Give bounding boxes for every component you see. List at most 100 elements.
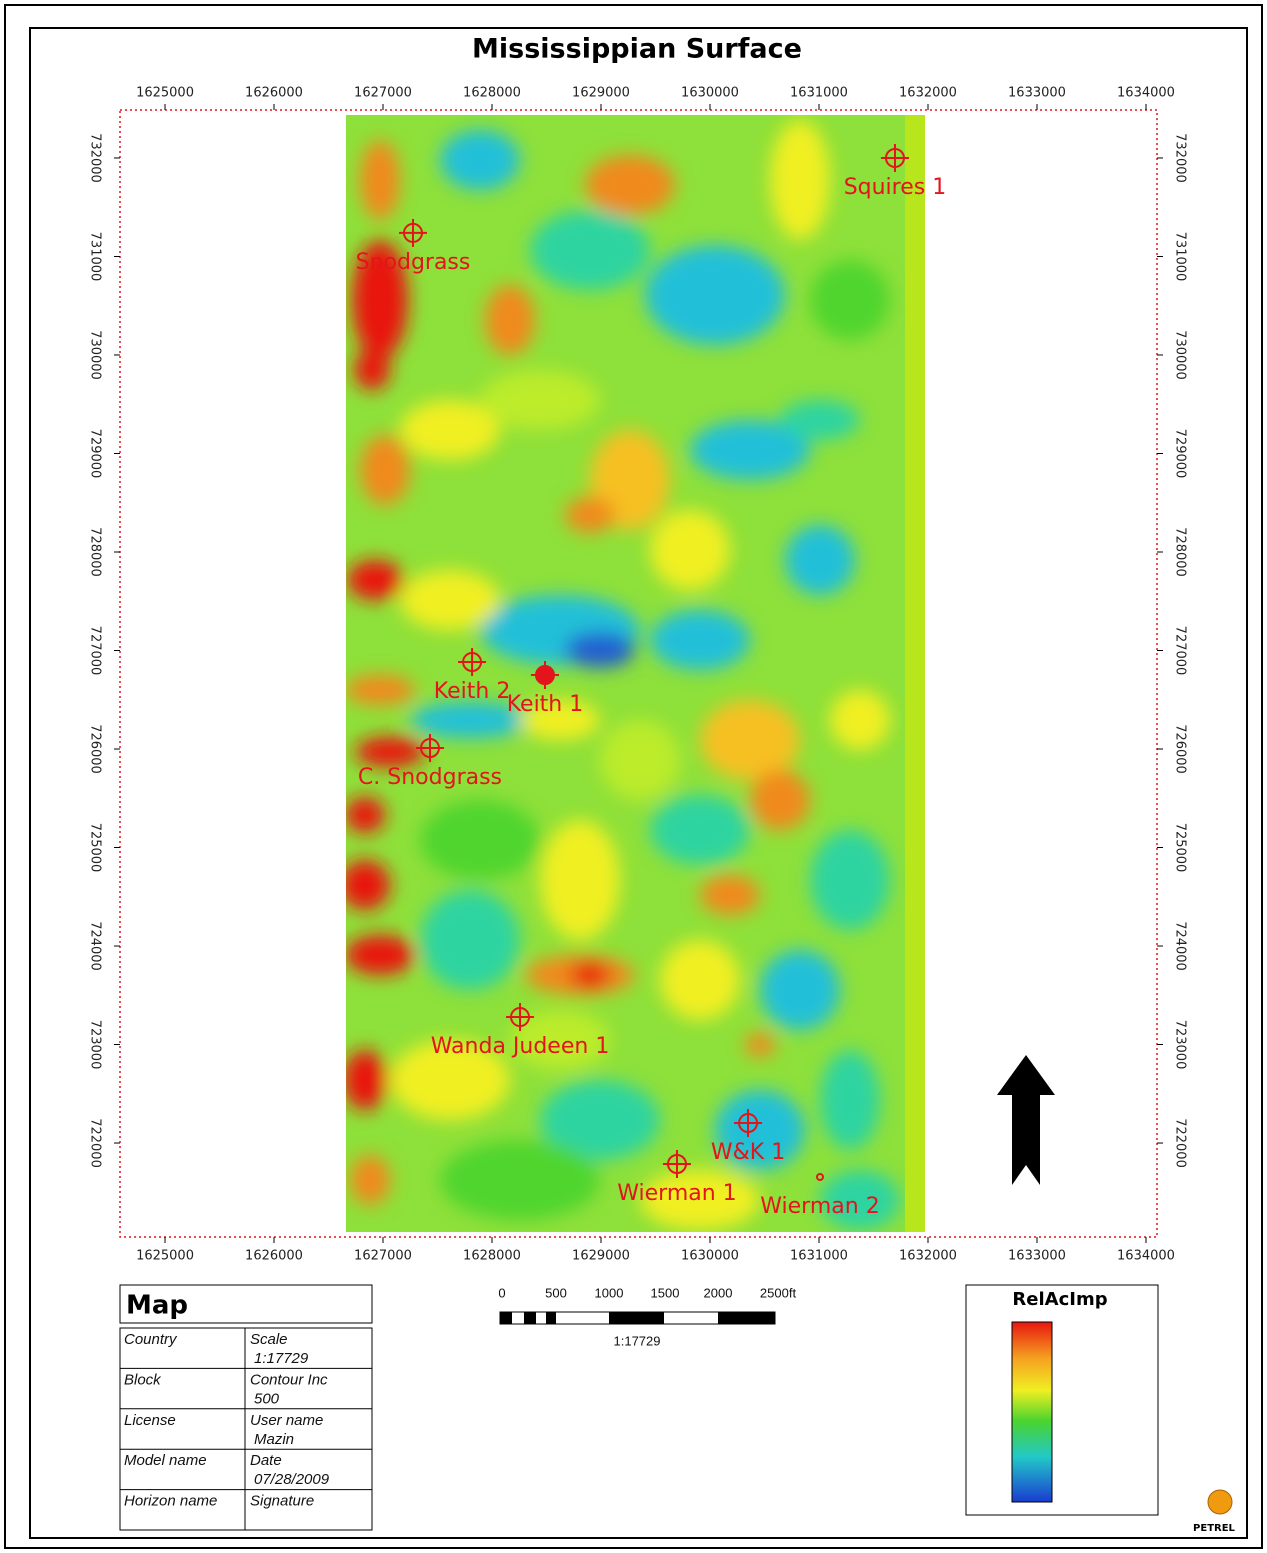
y-tick-label: 726000	[88, 724, 103, 774]
logo-icon	[1208, 1490, 1232, 1514]
x-tick-label: 1625000	[136, 1249, 194, 1264]
x-tick-label: 1631000	[790, 86, 848, 101]
y-tick-label: 727000	[88, 626, 103, 676]
map-sheet: Mississippian Surface Map RelAcImp PETRE…	[0, 0, 1267, 1553]
surface-patch	[830, 690, 890, 750]
y-tick-label: 732000	[1173, 133, 1188, 183]
scale-segment	[500, 1312, 512, 1324]
surface-patch	[480, 370, 600, 430]
surface-patch	[650, 610, 750, 670]
surface-patch	[420, 890, 520, 990]
y-tick-label: 724000	[1173, 921, 1188, 971]
surface-patch	[360, 435, 410, 505]
surface-patch	[345, 675, 415, 705]
y-tick-label: 722000	[1173, 1118, 1188, 1168]
info-value: 07/28/2009	[254, 1471, 330, 1488]
x-tick-label: 1629000	[572, 86, 630, 101]
x-tick-label: 1629000	[572, 1249, 630, 1264]
y-tick-label: 727000	[1173, 626, 1188, 676]
y-tick-label: 725000	[1173, 823, 1188, 873]
info-label: Country	[124, 1331, 178, 1348]
surface-patch	[400, 570, 500, 630]
edge-strip	[905, 115, 925, 1232]
surface-patch	[810, 830, 890, 930]
surface-patch	[340, 860, 390, 910]
title: Mississippian Surface	[472, 34, 802, 65]
surface-patch	[785, 525, 855, 595]
info-value: Mazin	[254, 1431, 294, 1448]
surface-patch	[565, 497, 615, 533]
x-tick-label: 1626000	[245, 86, 303, 101]
surface-grid	[340, 115, 925, 1232]
y-tick-label: 732000	[88, 133, 103, 183]
well-label: Keith 2	[434, 679, 511, 704]
info-value: 1:17729	[254, 1350, 309, 1367]
y-tick-label: 725000	[88, 823, 103, 873]
x-tick-label: 1628000	[463, 1249, 521, 1264]
x-tick-label: 1628000	[463, 86, 521, 101]
surface-patch	[600, 720, 680, 800]
surface-patch	[645, 245, 785, 345]
info-field: Contour Inc	[250, 1371, 328, 1388]
y-tick-label: 724000	[88, 921, 103, 971]
surface-patch	[780, 400, 860, 440]
well-label: Wanda Judeen 1	[431, 1034, 610, 1059]
scale-segment	[718, 1312, 775, 1324]
info-label: License	[124, 1412, 176, 1429]
surface-patch	[530, 210, 650, 290]
info-field: Signature	[250, 1493, 314, 1510]
surface-patch	[350, 1155, 390, 1205]
surface-patch	[745, 1033, 775, 1057]
surface-patch	[750, 770, 810, 830]
info-field: User name	[250, 1412, 323, 1429]
surface-patch	[343, 1050, 387, 1110]
info-field: Scale	[250, 1331, 288, 1348]
legend-colorbar	[1012, 1322, 1052, 1502]
well-label: C. Snodgrass	[358, 765, 502, 790]
info-label: Block	[124, 1371, 162, 1388]
surface-patch	[360, 140, 400, 220]
y-tick-label: 723000	[1173, 1020, 1188, 1070]
surface-patch	[660, 940, 740, 1020]
x-tick-label: 1631000	[790, 1249, 848, 1264]
scale-label: 2500ft	[760, 1285, 797, 1300]
scale-ratio: 1:17729	[614, 1333, 661, 1348]
info-title: Map	[126, 1291, 188, 1321]
surface-patch	[760, 950, 840, 1030]
north-arrow-shape	[997, 1055, 1055, 1185]
surface-patch	[440, 1140, 600, 1220]
surface-patch	[650, 795, 750, 865]
surface-patch	[355, 737, 425, 767]
logo-text: PETREL	[1193, 1523, 1236, 1534]
y-tick-label: 731000	[88, 232, 103, 282]
legend-title: RelAcImp	[1012, 1289, 1107, 1310]
surface-patch	[770, 120, 830, 240]
scale-label: 500	[545, 1285, 567, 1300]
y-tick-label: 728000	[1173, 527, 1188, 577]
x-tick-label: 1627000	[354, 86, 412, 101]
well-label: Keith 1	[507, 692, 584, 717]
y-tick-label: 722000	[88, 1118, 103, 1168]
surface-patch	[485, 285, 535, 355]
x-tick-label: 1627000	[354, 1249, 412, 1264]
x-tick-label: 1625000	[136, 86, 194, 101]
info-value: 500	[254, 1390, 280, 1407]
surface-patch	[585, 155, 675, 215]
surface-patch	[540, 820, 620, 940]
legend-box	[966, 1285, 1158, 1515]
y-tick-label: 730000	[88, 330, 103, 380]
scale-segment	[609, 1312, 664, 1324]
y-tick-label: 729000	[88, 429, 103, 479]
surface-patch	[420, 800, 540, 880]
x-tick-label: 1630000	[681, 1249, 739, 1264]
north-arrow	[997, 1055, 1055, 1185]
y-tick-label: 729000	[1173, 429, 1188, 479]
info-field: Date	[250, 1452, 282, 1469]
surface-patch	[700, 875, 760, 915]
surface-patch	[347, 560, 403, 600]
surface-patch	[650, 510, 730, 590]
info-label: Model name	[124, 1452, 207, 1469]
surface-patch	[565, 632, 635, 668]
scale-segment	[546, 1312, 556, 1324]
surface-patch	[700, 700, 800, 780]
